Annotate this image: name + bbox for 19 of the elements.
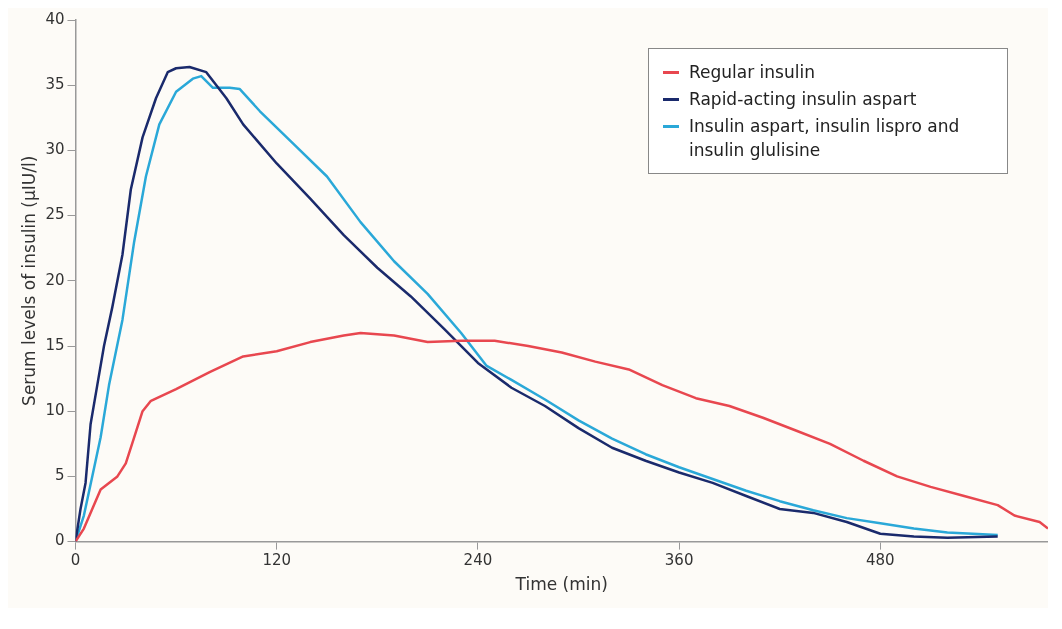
y-tick-label: 40 (45, 9, 65, 28)
y-tick-label: 10 (45, 401, 65, 420)
y-axis-title: Serum levels of insulin (µIU/l) (18, 155, 39, 406)
y-tick-label: 15 (45, 335, 65, 354)
x-tick-label: 240 (463, 551, 493, 570)
legend-label: Rapid-acting insulin aspart (689, 88, 917, 111)
y-tick-label: 5 (54, 466, 65, 485)
x-tick-label: 120 (262, 551, 292, 570)
y-tick-label: 20 (45, 270, 65, 289)
y-tick-label: 0 (54, 531, 65, 550)
x-tick-label: 0 (70, 551, 81, 570)
x-tick-label: 360 (664, 551, 694, 570)
y-tick-label: 30 (45, 140, 65, 159)
y-tick-label: 25 (45, 205, 65, 224)
y-tick-label: 35 (45, 75, 65, 94)
legend-label: Regular insulin (689, 61, 815, 84)
legend-label: Insulin aspart, insulin lispro and insulin glulisine (689, 115, 961, 162)
x-axis-title: Time (min) (514, 574, 608, 595)
x-tick-label: 480 (866, 551, 895, 570)
